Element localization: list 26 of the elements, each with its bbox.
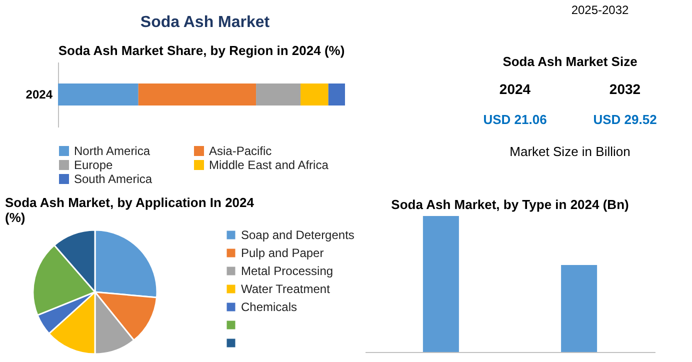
- bar: [256, 84, 301, 106]
- bar: [138, 84, 256, 106]
- legend-label: Asia-Pacific: [209, 144, 272, 158]
- legend-label: Europe: [74, 158, 114, 172]
- text: Soda Ash Market Size: [502, 54, 638, 69]
- legend-label: Water Treatment: [241, 282, 331, 296]
- text: 2025-2032: [571, 3, 630, 17]
- bar: [328, 84, 345, 106]
- legend-label: Soap and Detergents: [241, 228, 354, 242]
- bar: [300, 84, 328, 106]
- text: 2032: [609, 81, 641, 97]
- text: USD 29.52: [593, 112, 657, 127]
- chart-title: Soda Ash Market, by Type in 2024 (Bn): [391, 197, 629, 212]
- legend-label: Middle East and Africa: [209, 158, 329, 172]
- chart-title: Soda Ash Market Share, by Region in 2024 (%): [58, 43, 345, 58]
- text: Market Size in Billion: [510, 144, 630, 159]
- text: Soda Ash Market: [140, 14, 270, 31]
- legend-label: Chemicals: [241, 300, 298, 314]
- legend-label: South America: [74, 172, 152, 186]
- text: 2024: [499, 81, 531, 97]
- legend-label: Pulp and Paper: [241, 246, 324, 260]
- bar: [58, 84, 138, 106]
- chart-title: Soda Ash Market, by Application In 2024 (%): [5, 195, 255, 225]
- legend-label: North America: [74, 144, 150, 158]
- legend-label: Metal Processing: [241, 264, 334, 278]
- text: USD 21.06: [483, 112, 547, 127]
